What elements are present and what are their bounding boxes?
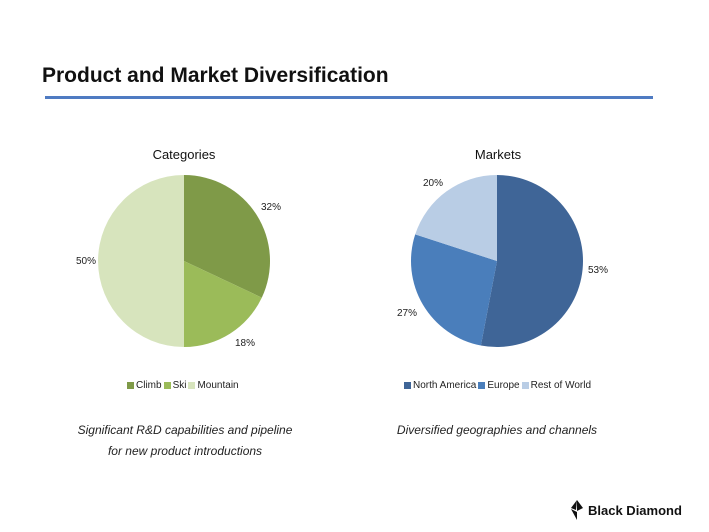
- legend-markets: North America Europe Rest of World: [404, 380, 593, 391]
- label-climb: 32%: [261, 202, 282, 213]
- pie-slice-rest-of-world: [415, 175, 497, 261]
- label-ski: 18%: [235, 338, 256, 349]
- legend-item-north-america: North America: [404, 380, 476, 391]
- chart-title-categories: Categories: [152, 147, 216, 162]
- chart-title-markets: Markets: [474, 147, 522, 162]
- caption-line: for new product introductions: [107, 444, 263, 458]
- black-diamond-logo: Black Diamond: [570, 500, 682, 520]
- caption-categories: Significant R&D capabilities and pipelin…: [60, 420, 310, 462]
- legend-label: North America: [413, 380, 477, 391]
- pie-slice-north-america: [480, 175, 584, 347]
- title-underline: [45, 96, 653, 99]
- diamond-icon: [571, 500, 583, 520]
- logo-text: Black Diamond: [588, 502, 682, 518]
- pie-slice-mountain: [98, 175, 184, 347]
- page-title: Product and Market Diversification: [42, 64, 389, 87]
- legend-label: Ski: [172, 380, 187, 391]
- pie-markets: [411, 175, 584, 347]
- legend-item-ski: Ski: [163, 380, 187, 391]
- legend-item-climb: Climb: [127, 380, 162, 391]
- caption-line: Significant R&D capabilities and pipelin…: [77, 423, 293, 437]
- legend-label: Climb: [136, 380, 162, 391]
- legend-label: Europe: [487, 380, 520, 391]
- legend-categories: Climb Ski Mountain: [127, 380, 241, 391]
- pie-slice-climb: [184, 175, 271, 298]
- label-rest-of-world: 20%: [423, 178, 444, 189]
- legend-item-mountain: Mountain: [188, 380, 239, 391]
- label-europe: 27%: [397, 308, 418, 319]
- pie-slice-ski: [184, 261, 262, 347]
- legend-label: Mountain: [197, 380, 239, 391]
- caption-markets: Diversified geographies and channels: [396, 423, 598, 437]
- label-mountain: 50%: [76, 256, 97, 267]
- legend-item-europe: Europe: [478, 380, 520, 391]
- pie-slice-europe: [411, 234, 497, 346]
- label-north-america: 53%: [588, 265, 609, 276]
- legend-item-rest-of-world: Rest of World: [521, 380, 591, 391]
- legend-label: Rest of World: [530, 380, 591, 391]
- pie-categories: [98, 175, 271, 347]
